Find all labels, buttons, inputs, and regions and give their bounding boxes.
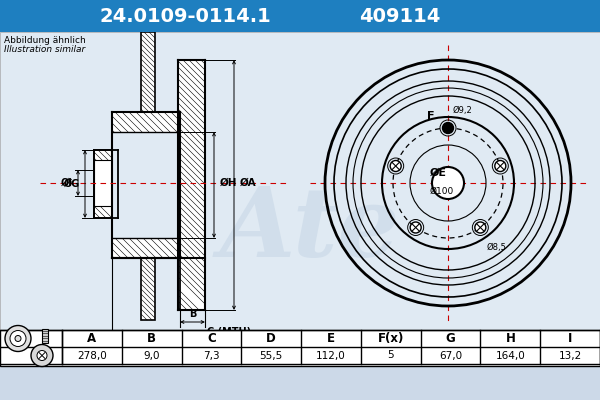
Text: A: A xyxy=(88,332,97,345)
Text: 24.0109-0114.1: 24.0109-0114.1 xyxy=(99,6,271,26)
Circle shape xyxy=(475,222,486,233)
Text: D: D xyxy=(266,332,276,345)
Text: E: E xyxy=(327,332,335,345)
Circle shape xyxy=(10,330,26,346)
Circle shape xyxy=(37,350,47,360)
Bar xyxy=(42,328,48,342)
Text: F: F xyxy=(427,111,434,121)
Circle shape xyxy=(410,222,421,233)
Text: 67,0: 67,0 xyxy=(439,350,462,360)
Text: ØA: ØA xyxy=(240,178,257,188)
Text: Illustration similar: Illustration similar xyxy=(4,45,85,54)
Text: C: C xyxy=(207,332,216,345)
Bar xyxy=(0,0,600,32)
Bar xyxy=(0,32,600,330)
Bar xyxy=(94,150,118,218)
Circle shape xyxy=(432,167,464,199)
Circle shape xyxy=(495,160,506,172)
Bar xyxy=(94,160,112,206)
Text: Ø100: Ø100 xyxy=(430,186,454,196)
Text: 13,2: 13,2 xyxy=(559,350,582,360)
Text: 278,0: 278,0 xyxy=(77,350,107,360)
Text: ØG: ØG xyxy=(64,179,80,189)
Text: G: G xyxy=(446,332,455,345)
Circle shape xyxy=(443,122,454,134)
Circle shape xyxy=(31,344,53,366)
Bar xyxy=(113,132,179,238)
Text: 164,0: 164,0 xyxy=(496,350,525,360)
Circle shape xyxy=(15,336,21,342)
Bar xyxy=(112,112,180,258)
Text: I: I xyxy=(568,332,572,345)
Text: Ate: Ate xyxy=(220,183,400,277)
Text: 409114: 409114 xyxy=(359,6,440,26)
Circle shape xyxy=(390,160,401,172)
Text: B: B xyxy=(189,309,196,319)
Text: D: D xyxy=(155,347,163,357)
Text: ØH: ØH xyxy=(220,178,238,188)
Text: 7,3: 7,3 xyxy=(203,350,220,360)
Text: C (MTH): C (MTH) xyxy=(207,327,251,337)
Text: 112,0: 112,0 xyxy=(316,350,346,360)
Text: F(x): F(x) xyxy=(377,332,404,345)
Text: H: H xyxy=(505,332,515,345)
Text: B: B xyxy=(147,332,156,345)
Text: 5: 5 xyxy=(388,350,394,360)
Text: 9,0: 9,0 xyxy=(143,350,160,360)
Text: Ø9,2: Ø9,2 xyxy=(453,106,473,114)
Text: ØI: ØI xyxy=(61,178,73,188)
Text: 55,5: 55,5 xyxy=(260,350,283,360)
Bar xyxy=(178,60,205,310)
Bar xyxy=(0,330,600,366)
Circle shape xyxy=(5,326,31,352)
Text: Abbildung ähnlich: Abbildung ähnlich xyxy=(4,36,86,45)
Text: Ø8,5: Ø8,5 xyxy=(487,244,506,252)
Bar xyxy=(141,32,155,320)
Text: ØE: ØE xyxy=(430,168,447,178)
